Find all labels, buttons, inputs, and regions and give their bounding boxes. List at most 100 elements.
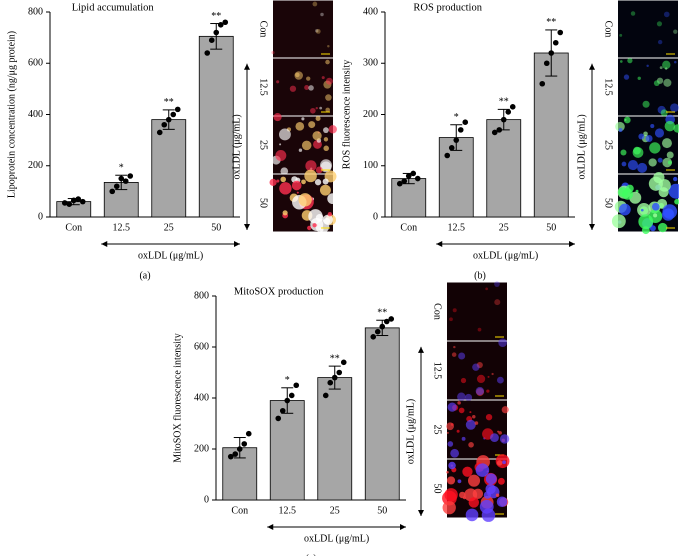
data-point (414, 175, 421, 182)
x-tick-label: 50 (377, 505, 387, 516)
data-point (331, 374, 338, 381)
x-tick-label: 12.5 (448, 222, 466, 233)
cell (619, 203, 631, 216)
cell (449, 317, 453, 322)
cell (468, 497, 480, 508)
cell (673, 176, 678, 182)
cell (312, 131, 322, 141)
data-point (548, 50, 555, 56)
y-tick-label: 400 (28, 109, 43, 120)
data-point (161, 121, 168, 128)
cell (638, 133, 645, 140)
cell (465, 508, 479, 522)
micrograph (447, 338, 507, 402)
image-row-label: Con (258, 21, 269, 38)
cell (637, 162, 648, 173)
cell (660, 109, 668, 117)
cell (474, 421, 479, 425)
micrograph-bg (273, 0, 333, 58)
data-point (118, 175, 125, 182)
cell (464, 393, 473, 402)
data-point (453, 137, 460, 143)
image-axis-label: oxLDL (μg/mL) (231, 114, 242, 179)
data-point (217, 22, 224, 28)
cell (451, 352, 457, 357)
image-row-label: 25 (432, 425, 443, 435)
data-point (293, 382, 300, 389)
cell (646, 64, 649, 68)
cell (664, 120, 676, 132)
y-tick-label: 200 (28, 160, 43, 171)
cell (442, 500, 456, 515)
data-point (396, 180, 403, 187)
cell (315, 106, 318, 110)
cell (657, 222, 668, 233)
data-point (113, 183, 120, 190)
cell (472, 414, 476, 419)
cell (674, 198, 679, 205)
y-tick-label: 400 (363, 6, 378, 17)
micrograph-bg (447, 400, 507, 459)
cell (296, 191, 299, 194)
cell (280, 176, 287, 183)
cell (275, 150, 287, 161)
micrograph (615, 114, 679, 174)
cell (273, 113, 282, 122)
data-point (388, 316, 395, 322)
cell (453, 345, 456, 349)
data-point (79, 198, 86, 205)
data-point (156, 129, 163, 136)
cell (491, 372, 494, 376)
cell (656, 21, 663, 27)
cell (325, 107, 331, 113)
data-point (165, 116, 172, 123)
cell (315, 166, 323, 174)
cell (306, 76, 311, 81)
cell (460, 377, 467, 384)
significance: ** (377, 308, 387, 319)
y-tick-label: 100 (363, 160, 378, 171)
x-tick-label: 25 (164, 222, 174, 233)
data-point (232, 451, 239, 457)
cell (327, 44, 330, 48)
cell (654, 128, 665, 138)
cell (670, 103, 679, 113)
data-point (448, 145, 455, 151)
y-tick-label: 400 (194, 392, 209, 403)
cell (485, 483, 496, 495)
x-axis-label: oxLDL (μg/mL) (473, 250, 538, 261)
cell (475, 463, 490, 477)
data-point (543, 60, 550, 67)
cell (661, 138, 672, 149)
cell (269, 178, 277, 186)
cell (457, 401, 461, 405)
micrograph (447, 281, 507, 341)
cell (659, 66, 663, 70)
data-point (284, 397, 291, 404)
cell (461, 436, 466, 441)
x-tick-label: 12.5 (113, 222, 131, 233)
x-tick-label: 12.5 (279, 505, 297, 516)
cell (458, 352, 466, 360)
y-tick-label: 800 (28, 6, 43, 17)
y-axis-label: MitoSOX fluorescence intensity (172, 333, 183, 462)
cell (627, 159, 639, 171)
data-point (236, 446, 243, 452)
panel-label: (b) (474, 270, 486, 281)
cell (278, 128, 291, 141)
y-tick-label: 600 (194, 341, 209, 352)
cell (457, 479, 462, 484)
data-point (241, 441, 248, 447)
image-axis-label: oxLDL (μg/mL) (576, 114, 587, 179)
cell (619, 33, 623, 37)
cell (662, 157, 672, 168)
cell (458, 407, 465, 414)
cell (479, 499, 494, 514)
micrograph (271, 113, 337, 176)
significance: ** (211, 11, 221, 22)
cell (452, 308, 457, 313)
cell (650, 123, 655, 129)
cell (325, 77, 333, 85)
cell (666, 151, 674, 159)
